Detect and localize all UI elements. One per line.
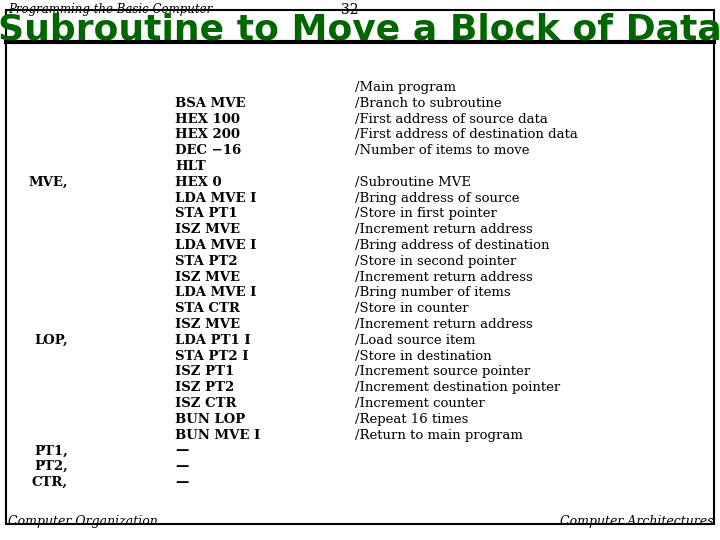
Text: Computer Architectures: Computer Architectures [560, 515, 714, 528]
Text: /Bring number of items: /Bring number of items [355, 286, 510, 299]
Text: ISZ MVE: ISZ MVE [175, 223, 240, 236]
Text: Subroutine to Move a Block of Data: Subroutine to Move a Block of Data [0, 12, 720, 46]
Text: /Branch to subroutine: /Branch to subroutine [355, 97, 502, 110]
Text: ISZ PT2: ISZ PT2 [175, 381, 234, 394]
Text: ISZ MVE: ISZ MVE [175, 318, 240, 331]
Text: Programming the Basic Computer: Programming the Basic Computer [8, 3, 212, 16]
Text: HEX 100: HEX 100 [175, 113, 240, 126]
Text: /First address of source data: /First address of source data [355, 113, 548, 126]
Text: LDA MVE I: LDA MVE I [175, 192, 256, 205]
Text: /Bring address of source: /Bring address of source [355, 192, 520, 205]
Text: LDA MVE I: LDA MVE I [175, 239, 256, 252]
Text: Computer Organization: Computer Organization [8, 515, 158, 528]
Bar [6, 42, 714, 524]
Text: /Increment return address: /Increment return address [355, 223, 533, 236]
Text: /Repeat 16 times: /Repeat 16 times [355, 413, 469, 426]
Text: HEX 200: HEX 200 [175, 129, 240, 141]
Text: /Load source item: /Load source item [355, 334, 475, 347]
Text: DEC −16: DEC −16 [175, 144, 241, 157]
Text: /Increment source pointer: /Increment source pointer [355, 366, 530, 379]
Text: /Main program: /Main program [355, 81, 456, 94]
Text: /Increment counter: /Increment counter [355, 397, 485, 410]
Text: 32: 32 [341, 3, 359, 17]
Text: BSA MVE: BSA MVE [175, 97, 246, 110]
Text: CTR,: CTR, [32, 476, 68, 489]
Text: LDA PT1 I: LDA PT1 I [175, 334, 251, 347]
Text: HLT: HLT [175, 160, 206, 173]
Text: /Increment return address: /Increment return address [355, 271, 533, 284]
Text: /Store in counter: /Store in counter [355, 302, 469, 315]
Text: /Subroutine MVE: /Subroutine MVE [355, 176, 471, 189]
Text: PT1,: PT1, [35, 444, 68, 457]
Text: /Return to main program: /Return to main program [355, 429, 523, 442]
Text: STA PT2: STA PT2 [175, 255, 238, 268]
Text: /Store in destination: /Store in destination [355, 349, 492, 362]
Text: ISZ CTR: ISZ CTR [175, 397, 236, 410]
Text: LDA MVE I: LDA MVE I [175, 286, 256, 299]
Text: ISZ MVE: ISZ MVE [175, 271, 240, 284]
Text: /Number of items to move: /Number of items to move [355, 144, 529, 157]
Text: HEX 0: HEX 0 [175, 176, 222, 189]
Text: /Store in first pointer: /Store in first pointer [355, 207, 497, 220]
Text: STA PT1: STA PT1 [175, 207, 238, 220]
Text: LOP,: LOP, [35, 334, 68, 347]
Text: /Increment destination pointer: /Increment destination pointer [355, 381, 560, 394]
Text: BUN LOP: BUN LOP [175, 413, 246, 426]
Text: —: — [175, 460, 189, 473]
Text: STA CTR: STA CTR [175, 302, 240, 315]
Text: MVE,: MVE, [29, 176, 68, 189]
Bar [6, 10, 714, 42]
Text: —: — [175, 476, 189, 489]
Text: PT2,: PT2, [35, 460, 68, 473]
Text: STA PT2 I: STA PT2 I [175, 349, 248, 362]
Text: —: — [175, 444, 189, 457]
Text: BUN MVE I: BUN MVE I [175, 429, 260, 442]
Text: /Store in second pointer: /Store in second pointer [355, 255, 516, 268]
Text: ISZ PT1: ISZ PT1 [175, 366, 234, 379]
Text: /Increment return address: /Increment return address [355, 318, 533, 331]
Text: /First address of destination data: /First address of destination data [355, 129, 578, 141]
Text: /Bring address of destination: /Bring address of destination [355, 239, 549, 252]
